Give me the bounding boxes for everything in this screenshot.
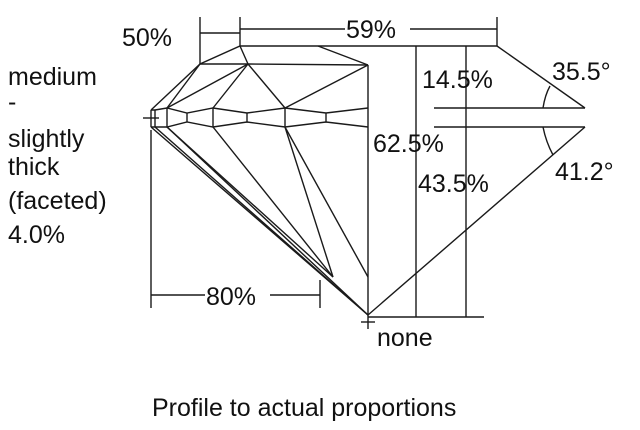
girdle-label-line5: (faceted) <box>8 187 107 215</box>
crown-width-label: 50% <box>122 24 172 52</box>
lower-half-label: 80% <box>206 283 256 311</box>
girdle-label-line1: medium <box>8 63 97 91</box>
caption: Profile to actual proportions <box>152 394 456 422</box>
table-label: 59% <box>346 16 396 44</box>
girdle-label-line4: thick <box>8 153 60 181</box>
pavilion-angle-label: 41.2° <box>555 158 614 186</box>
girdle-label-line2: - <box>8 88 16 116</box>
dimension-lines <box>143 17 554 329</box>
total-depth-label: 62.5% <box>373 130 444 158</box>
crown-height-label: 14.5% <box>422 66 493 94</box>
crown-angle-label: 35.5° <box>552 58 611 86</box>
girdle-label-line6: 4.0% <box>8 221 65 249</box>
pavilion-depth-label: 43.5% <box>418 170 489 198</box>
crown-facets <box>150 45 497 111</box>
girdle-label-line3: slightly <box>8 125 85 153</box>
culet-label: none <box>377 324 433 352</box>
pavilion-facets <box>150 45 586 316</box>
